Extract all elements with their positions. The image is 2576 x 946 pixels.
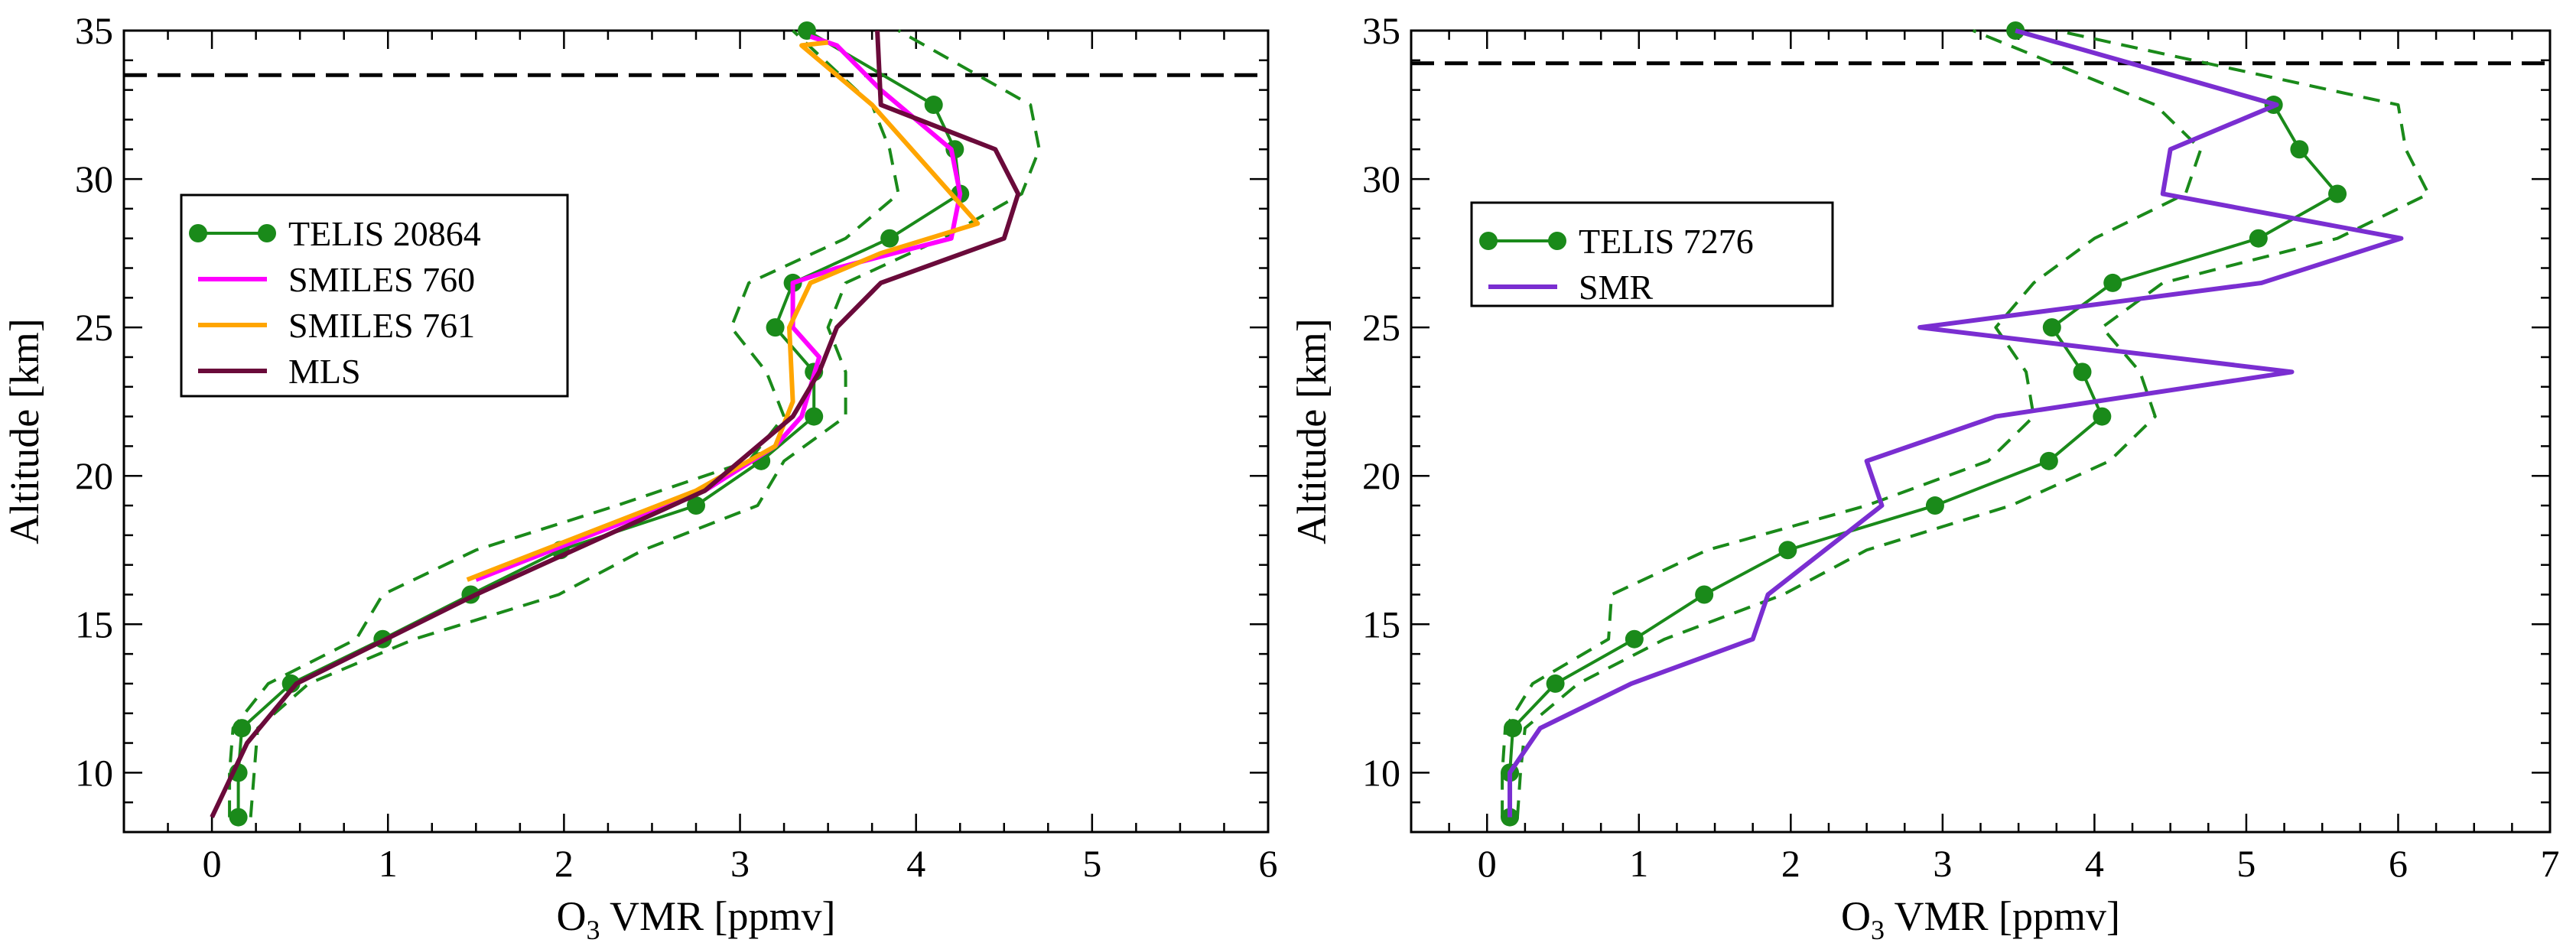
left-point-telis-20864 [880,229,899,248]
right-point-telis-7276 [1504,719,1523,738]
right-data-layer [1411,21,2550,827]
left-point-telis-20864 [229,808,248,827]
left-series-smiles-761 [466,40,981,582]
left-y-tick-label: 10 [75,751,113,794]
right-legend-marker-telis-7276 [1479,232,1498,250]
right-y-tick-label: 10 [1362,751,1400,794]
right-x-tick-label: 0 [1478,842,1497,885]
left-y-tick-label: 25 [75,306,113,349]
left-legend-box [180,193,569,398]
right-point-telis-7276 [2073,362,2092,382]
right-point-telis-7276 [1778,541,1797,560]
left-y-tick-label: 20 [75,454,113,497]
right-y-tick-label: 25 [1362,306,1400,349]
right-y-tick-label: 15 [1362,603,1400,645]
right-point-telis-7276 [2103,273,2122,292]
left-y-tick-label: 30 [75,158,113,200]
right-y-tick-label: 35 [1362,9,1400,52]
right-x-tick-label: 6 [2389,842,2408,885]
right-point-telis-7276 [2249,229,2268,248]
left-point-telis-20864 [805,407,824,426]
right-plot-frame [1410,29,2552,834]
right-x-tick-label: 5 [2236,842,2256,885]
right-panel: 0 1 2 3 4 5 6 7 10 15 20 25 30 35 O3 VMR [ppmv] Altitud… [1289,9,2560,945]
left-point-telis-20864 [233,719,252,738]
left-y-axis-label: Altitude [km] [2,318,47,544]
right-legend-marker-telis-7276 [1548,232,1566,250]
left-series-telis-20864-lower-bound [228,29,900,818]
right-series-telis-7276-upper-bound [1515,29,2431,818]
left-x-axis-label: O3 VMR [ppmv] [556,893,835,945]
left-series-telis-20864-upper-bound [249,29,1041,818]
right-point-telis-7276 [2039,451,2058,470]
right-point-telis-7276 [2328,184,2347,203]
left-data-layer [124,21,1268,827]
left-point-telis-20864 [924,96,943,115]
left-x-tick-label: 5 [1082,842,1101,885]
right-series-telis-7276-lower-bound [1501,29,2203,818]
left-x-tick-label: 3 [730,842,750,885]
left-x-tick-label: 2 [555,842,574,885]
right-point-telis-7276 [1625,629,1644,649]
right-point-telis-7276 [2042,318,2061,337]
right-legend-label-telis-7276: TELIS 7276 [1579,222,1754,261]
right-point-telis-7276 [2093,407,2112,426]
right-x-tick-label: 1 [1629,842,1648,885]
right-x-tick-label: 7 [2541,842,2560,885]
left-legend-label-mls: MLS [288,352,361,391]
left-legend-marker-telis-20864 [258,224,276,242]
right-series-smr [1508,28,2404,818]
right-y-tick-label: 20 [1362,454,1400,497]
left-y-tick-label: 15 [75,603,113,645]
left-legend-label-telis-20864: TELIS 20864 [288,214,481,253]
right-point-telis-7276 [1925,496,1944,515]
right-legend-label-smr: SMR [1579,268,1653,307]
right-x-tick-label: 2 [1781,842,1800,885]
left-point-telis-20864 [687,496,705,515]
right-point-telis-7276 [1546,674,1565,693]
left-point-telis-20864 [281,674,301,693]
left-x-tick-label: 1 [379,842,398,885]
left-series-telis-20864 [236,29,962,818]
left-plot-frame [122,29,1270,834]
right-point-telis-7276 [2290,140,2309,159]
right-point-telis-7276 [1695,585,1714,604]
left-legend-marker-telis-20864 [189,224,207,242]
right-x-axis-label: O3 VMR [ppmv] [1841,893,2120,945]
right-x-tick-label: 4 [2085,842,2104,885]
right-x-tick-label: 3 [1933,842,1952,885]
right-series-telis-7276 [1508,29,2340,818]
left-legend-label-smiles-761: SMILES 761 [288,306,475,345]
left-point-telis-20864 [766,318,785,337]
left-series-mls [210,30,1021,818]
left-panel: 0 1 2 3 4 5 6 10 15 20 25 30 35 O3 VMR [ppmv] Altitude… [2,9,1278,945]
left-legend-label-smiles-760: SMILES 760 [288,260,475,299]
left-x-tick-label: 4 [906,842,925,885]
right-y-axis-label: Altitude [km] [1289,318,1335,544]
left-x-tick-label: 6 [1259,842,1278,885]
left-x-tick-label: 0 [203,842,222,885]
left-y-tick-label: 35 [75,9,113,52]
right-y-tick-label: 30 [1362,158,1400,200]
